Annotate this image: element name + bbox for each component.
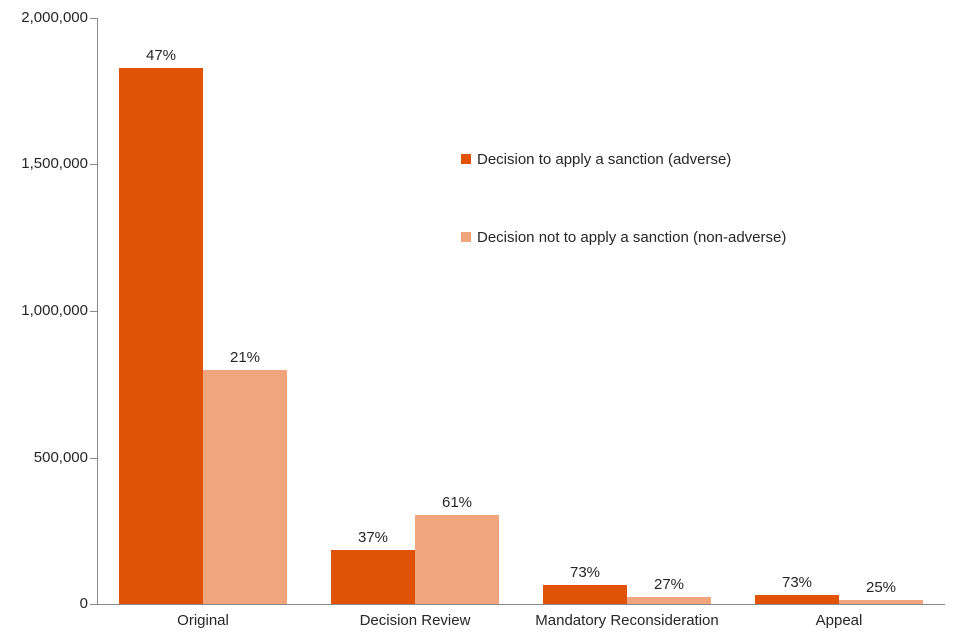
y-tick xyxy=(90,604,97,605)
x-axis-label-decision-review: Decision Review xyxy=(359,612,471,629)
bar-value-label: 37% xyxy=(357,529,389,546)
x-axis-label-appeal: Appeal xyxy=(815,612,863,629)
x-axis-label-mandatory-reconsideration: Mandatory Reconsideration xyxy=(535,612,719,629)
legend-item-non-adverse: Decision not to apply a sanction (non-ad… xyxy=(461,227,786,247)
bar-non-adverse-decision-review xyxy=(415,515,499,604)
y-axis-line xyxy=(97,18,98,604)
bar-value-label: 73% xyxy=(569,564,601,581)
y-tick xyxy=(90,164,97,165)
x-axis-line xyxy=(97,604,945,605)
bar-adverse-decision-review xyxy=(331,550,415,604)
y-tick-label: 0 xyxy=(79,595,88,612)
y-tick xyxy=(90,18,97,19)
y-tick-label: 500,000 xyxy=(33,449,88,466)
bar-value-label: 47% xyxy=(145,47,177,64)
legend-label-adverse: Decision to apply a sanction (adverse) xyxy=(477,150,732,168)
bar-value-label: 61% xyxy=(441,494,473,511)
y-tick xyxy=(90,458,97,459)
bar-non-adverse-original xyxy=(203,370,287,604)
bar-adverse-original xyxy=(119,68,203,604)
bar-value-label: 25% xyxy=(865,579,897,596)
legend-item-adverse: Decision to apply a sanction (adverse) xyxy=(461,149,731,169)
bar-adverse-mandatory-reconsideration xyxy=(543,585,627,604)
x-axis-label-original: Original xyxy=(177,612,229,629)
y-tick-label: 1,000,000 xyxy=(21,302,88,319)
bar-value-label: 73% xyxy=(781,574,813,591)
bar-value-label: 27% xyxy=(653,576,685,593)
bar-adverse-appeal xyxy=(755,595,839,604)
bar-non-adverse-appeal xyxy=(839,600,923,604)
legend-label-non-adverse: Decision not to apply a sanction (non-ad… xyxy=(477,228,787,246)
bar-non-adverse-mandatory-reconsideration xyxy=(627,597,711,604)
y-tick xyxy=(90,311,97,312)
y-tick-label: 2,000,000 xyxy=(21,9,88,26)
y-tick-label: 1,500,000 xyxy=(21,155,88,172)
bar-value-label: 21% xyxy=(229,349,261,366)
legend-swatch-non-adverse xyxy=(461,232,471,242)
legend-swatch-adverse xyxy=(461,154,471,164)
